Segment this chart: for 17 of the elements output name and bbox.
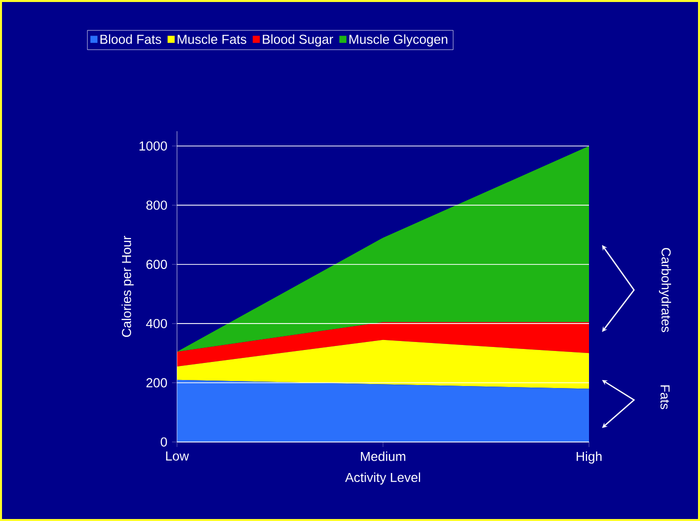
y-tick-label: 600 <box>146 260 167 269</box>
legend-label: Blood Fats <box>100 34 162 44</box>
legend-label: Muscle Glycogen <box>349 34 448 46</box>
x-tick-label: Medium <box>360 452 406 462</box>
y-tick-label: 0 <box>160 437 167 447</box>
text: Fats <box>660 385 670 410</box>
y-axis-title: Calories per Hour <box>122 236 134 337</box>
y-tick-label: 800 <box>146 200 167 210</box>
text: Carbohydrates <box>658 248 672 332</box>
legend-label: Blood Sugar <box>262 34 334 46</box>
x-tick-label: Low <box>166 452 189 461</box>
x-axis-title: Activity Level <box>345 472 420 485</box>
legend-label: Muscle Fats <box>178 34 246 44</box>
x-tick-label: High <box>576 452 602 464</box>
y-tick-label: 400 <box>146 318 167 328</box>
y-tick-label: 1000 <box>140 141 167 151</box>
y-tick-label: 200 <box>146 378 167 388</box>
